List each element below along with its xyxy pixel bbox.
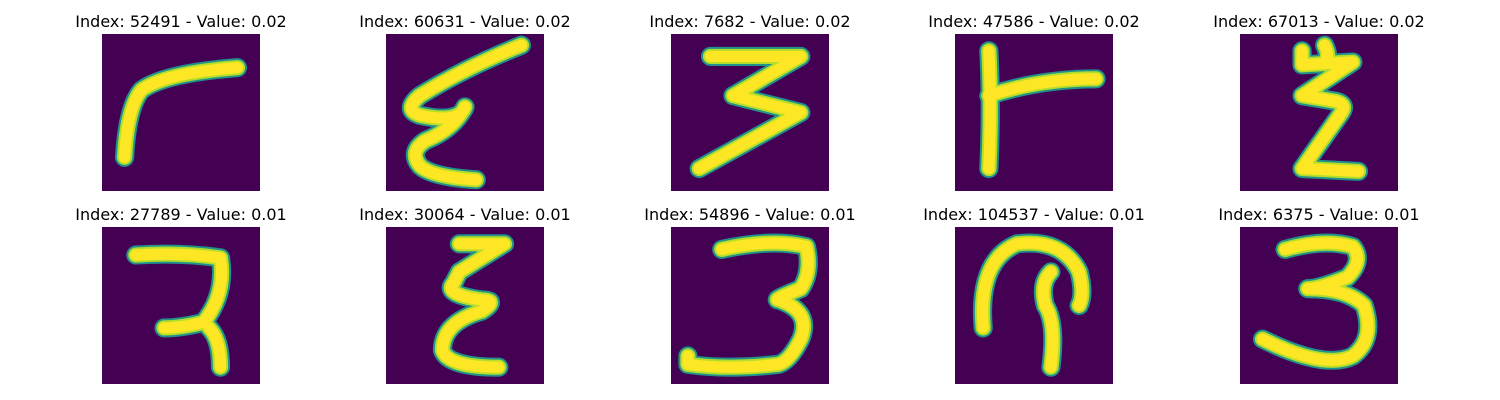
digit-glyph [979, 41, 1106, 179]
digit-stroke [1256, 237, 1374, 366]
panel-title: Index: 60631 - Value: 0.02 [359, 12, 571, 31]
digit-stroke [693, 50, 807, 175]
digit-stroke [1296, 39, 1365, 177]
digit-stroke [682, 237, 814, 373]
digit-stroke [983, 45, 1102, 175]
digit-panel-10: Index: 6375 - Value: 0.01 [1204, 205, 1434, 390]
digit-stroke [979, 41, 1106, 179]
digit-image [671, 34, 829, 191]
digit-stroke [405, 39, 528, 186]
digit-stroke [116, 60, 246, 165]
digit-glyph [401, 35, 532, 190]
digit-image [1240, 227, 1398, 384]
digit-image [386, 227, 544, 384]
digit-glyph [114, 58, 248, 167]
digit-glyph [126, 244, 232, 377]
digit-panel-5: Index: 67013 - Value: 0.02 [1204, 12, 1434, 197]
digit-panel-7: Index: 30064 - Value: 0.01 [350, 205, 580, 390]
digit-panel-3: Index: 7682 - Value: 0.02 [635, 12, 865, 197]
panel-title: Index: 52491 - Value: 0.02 [75, 12, 287, 31]
panel-title: Index: 67013 - Value: 0.02 [1213, 12, 1425, 31]
panel-title: Index: 7682 - Value: 0.02 [649, 12, 851, 31]
panel-title: Index: 47586 - Value: 0.02 [928, 12, 1140, 31]
digit-stroke [436, 238, 511, 373]
digit-glyph [972, 233, 1092, 377]
digit-stroke [976, 237, 1088, 373]
digit-stroke [981, 43, 1104, 177]
digit-glyph [689, 46, 811, 179]
digit-image [102, 34, 260, 191]
digit-image [955, 227, 1113, 384]
digit-image [955, 34, 1113, 191]
digit-glyph [678, 233, 818, 377]
digit-image [1240, 34, 1398, 191]
digit-glyph [1252, 233, 1378, 370]
panel-title: Index: 6375 - Value: 0.01 [1218, 205, 1420, 224]
panel-title: Index: 104537 - Value: 0.01 [923, 205, 1145, 224]
digit-image [671, 227, 829, 384]
digit-panel-1: Index: 52491 - Value: 0.02 [66, 12, 296, 197]
digit-image [102, 227, 260, 384]
digit-panel-6: Index: 27789 - Value: 0.01 [66, 205, 296, 390]
digit-panel-9: Index: 104537 - Value: 0.01 [919, 205, 1149, 390]
digit-panel-2: Index: 60631 - Value: 0.02 [350, 12, 580, 197]
digit-glyph [1292, 35, 1369, 181]
digit-image [386, 34, 544, 191]
digit-glyph [432, 234, 515, 377]
digit-panel-4: Index: 47586 - Value: 0.02 [919, 12, 1149, 197]
panel-title: Index: 27789 - Value: 0.01 [75, 205, 287, 224]
panel-title: Index: 30064 - Value: 0.01 [359, 205, 571, 224]
digit-stroke [130, 248, 228, 373]
digit-stroke [118, 62, 244, 163]
digit-panel-8: Index: 54896 - Value: 0.01 [635, 205, 865, 390]
panel-title: Index: 54896 - Value: 0.01 [644, 205, 856, 224]
